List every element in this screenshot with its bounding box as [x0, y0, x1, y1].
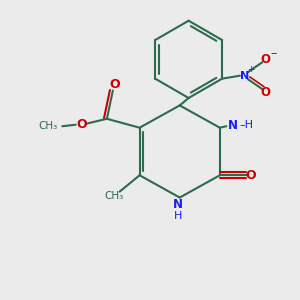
Text: O: O [76, 118, 87, 131]
Text: +: + [247, 65, 255, 74]
Text: N: N [228, 119, 238, 132]
Text: –: – [271, 47, 277, 61]
Text: O: O [246, 169, 256, 182]
Text: O: O [261, 53, 271, 66]
Text: N: N [173, 198, 183, 211]
Text: CH₃: CH₃ [105, 191, 124, 201]
Text: O: O [261, 85, 271, 98]
Text: N: N [240, 71, 249, 81]
Text: O: O [109, 78, 120, 91]
Text: CH₃: CH₃ [39, 121, 58, 131]
Text: –H: –H [239, 120, 253, 130]
Text: H: H [174, 211, 182, 221]
